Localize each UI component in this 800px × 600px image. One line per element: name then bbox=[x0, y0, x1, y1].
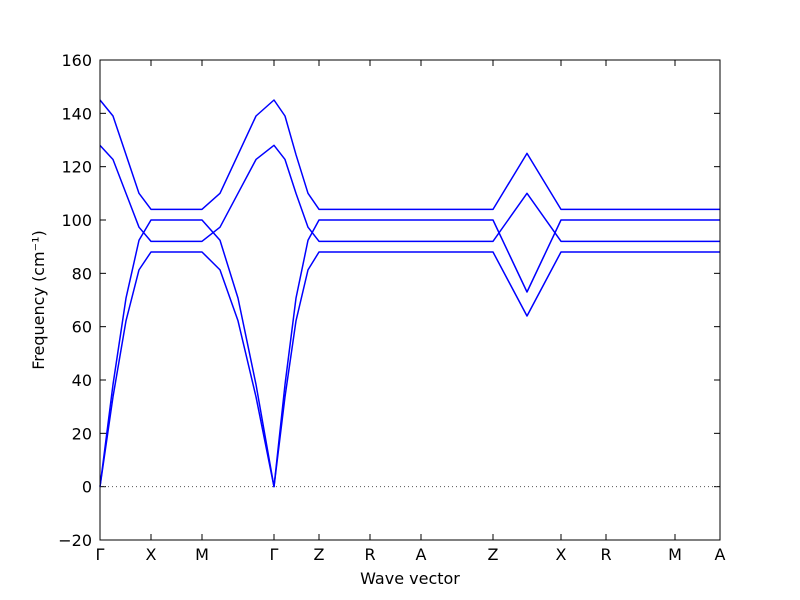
y-tick-label: 40 bbox=[72, 371, 92, 390]
band-line bbox=[99, 219, 720, 488]
x-tick-label: M bbox=[195, 545, 209, 564]
x-axis-label: Wave vector bbox=[360, 569, 460, 588]
x-tick-label: A bbox=[416, 545, 427, 564]
x-tick-label: A bbox=[715, 545, 726, 564]
y-tick-label: 100 bbox=[61, 211, 92, 230]
x-tick-label: R bbox=[600, 545, 611, 564]
x-tick-label: Γ bbox=[270, 545, 279, 564]
y-tick-label: 20 bbox=[72, 424, 92, 443]
x-tick-label: Z bbox=[314, 545, 325, 564]
y-tick-label: −20 bbox=[58, 531, 92, 550]
y-tick-label: 160 bbox=[61, 51, 92, 70]
x-tick-label: R bbox=[364, 545, 375, 564]
y-axis-label: Frequency (cm⁻¹) bbox=[29, 230, 48, 369]
x-tick-label: Z bbox=[488, 545, 499, 564]
x-tick-label: X bbox=[556, 545, 567, 564]
y-tick-label: 60 bbox=[72, 318, 92, 337]
y-tick-label: 0 bbox=[82, 478, 92, 497]
plot-frame bbox=[99, 59, 721, 541]
band-line bbox=[99, 99, 720, 211]
x-tick-label: M bbox=[668, 545, 682, 564]
band-line bbox=[99, 144, 720, 243]
y-tick-label: 140 bbox=[61, 104, 92, 123]
x-tick-label: Γ bbox=[96, 545, 105, 564]
y-tick-label: 120 bbox=[61, 158, 92, 177]
x-tick-label: X bbox=[146, 545, 157, 564]
y-tick-label: 80 bbox=[72, 264, 92, 283]
